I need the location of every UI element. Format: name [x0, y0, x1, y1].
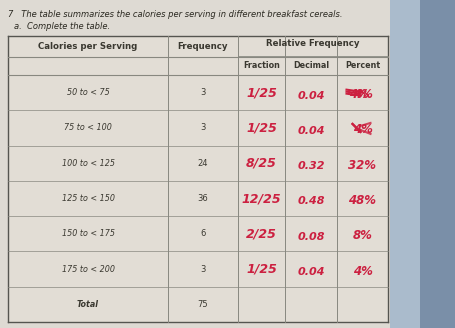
Text: a.  Complete the table.: a. Complete the table.	[14, 22, 110, 31]
Text: 75 to < 100: 75 to < 100	[64, 123, 112, 133]
Text: 0.04: 0.04	[297, 267, 325, 277]
Text: Calories per Serving: Calories per Serving	[38, 42, 137, 51]
Text: 4%: 4%	[353, 88, 373, 101]
Text: Percent: Percent	[345, 62, 380, 71]
Text: 4%: 4%	[349, 88, 369, 101]
Text: 8%: 8%	[353, 229, 373, 242]
Text: 3: 3	[200, 123, 206, 133]
FancyBboxPatch shape	[420, 0, 455, 328]
FancyBboxPatch shape	[8, 36, 388, 322]
Text: 75: 75	[197, 300, 208, 309]
Text: 125 to < 150: 125 to < 150	[61, 194, 115, 203]
Text: 24: 24	[198, 159, 208, 168]
FancyBboxPatch shape	[0, 0, 395, 328]
Text: 0.48: 0.48	[297, 196, 325, 207]
Text: 4%: 4%	[353, 265, 373, 277]
Text: 0.04: 0.04	[297, 91, 325, 101]
Text: 32%: 32%	[349, 159, 376, 172]
Text: 6: 6	[200, 229, 206, 238]
Text: 1/25: 1/25	[246, 86, 277, 99]
Text: 0.08: 0.08	[297, 232, 325, 242]
Text: Relative Frequency: Relative Frequency	[266, 39, 360, 48]
Text: Total: Total	[77, 300, 99, 309]
Text: 7   The table summarizes the calories per serving in different breakfast cereals: 7 The table summarizes the calories per …	[8, 10, 343, 19]
Text: 0.04: 0.04	[297, 126, 325, 136]
FancyBboxPatch shape	[390, 0, 455, 328]
Text: 2/25: 2/25	[246, 227, 277, 240]
Text: 1/25: 1/25	[246, 263, 277, 276]
Text: 1/25: 1/25	[246, 121, 277, 134]
Text: 48%: 48%	[349, 194, 376, 207]
Text: 100 to < 125: 100 to < 125	[61, 159, 115, 168]
Text: Frequency: Frequency	[178, 42, 228, 51]
Text: 150 to < 175: 150 to < 175	[61, 229, 115, 238]
Text: 175 to < 200: 175 to < 200	[61, 265, 115, 274]
Text: 0.32: 0.32	[297, 161, 325, 171]
Text: 3: 3	[200, 265, 206, 274]
Text: 50 to < 75: 50 to < 75	[66, 88, 109, 97]
Text: 3: 3	[200, 88, 206, 97]
Text: 8/25: 8/25	[246, 157, 277, 170]
Text: 12/25: 12/25	[242, 192, 281, 205]
Text: 36: 36	[197, 194, 208, 203]
Text: Fraction: Fraction	[243, 62, 280, 71]
Text: 4%: 4%	[353, 123, 373, 136]
Text: Decimal: Decimal	[293, 62, 329, 71]
